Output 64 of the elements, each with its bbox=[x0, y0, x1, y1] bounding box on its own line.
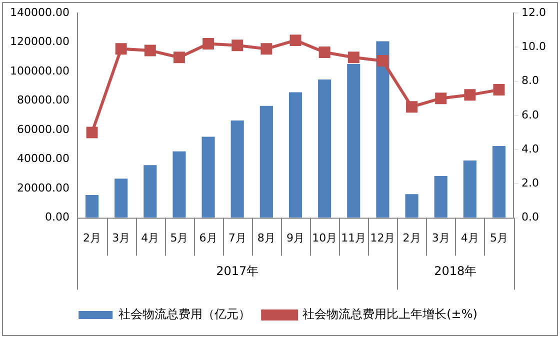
y-tick-label: 100000.00 bbox=[10, 64, 70, 78]
x-tick-label: 5月 bbox=[490, 231, 508, 244]
point bbox=[232, 40, 244, 52]
x-tick-label: 8月 bbox=[257, 231, 276, 244]
x-tick-label: 4月 bbox=[460, 231, 479, 244]
x-tick-label: 2月 bbox=[402, 231, 421, 244]
bar bbox=[172, 151, 186, 218]
point bbox=[173, 52, 185, 64]
bar bbox=[230, 120, 244, 218]
point bbox=[406, 101, 418, 113]
bar bbox=[85, 194, 99, 218]
legend-label: 社会物流总费用（亿元） bbox=[118, 307, 251, 322]
y-tick-label: 120000.00 bbox=[10, 35, 70, 48]
y-tick-label: 140000.00 bbox=[10, 6, 70, 19]
x-tick-label: 3月 bbox=[112, 231, 130, 244]
y2-tick-label: 2.0 bbox=[522, 176, 540, 190]
bar bbox=[376, 41, 390, 218]
bar bbox=[144, 165, 157, 218]
point bbox=[144, 44, 156, 56]
y-tick-label: 60000.00 bbox=[16, 122, 70, 136]
bar bbox=[288, 92, 302, 218]
point bbox=[260, 43, 272, 55]
bar bbox=[492, 146, 506, 218]
bar bbox=[114, 178, 128, 218]
point bbox=[376, 55, 388, 67]
bar bbox=[405, 194, 418, 218]
x-tick-label: 10月 bbox=[312, 231, 338, 244]
bar bbox=[202, 136, 215, 218]
point bbox=[435, 92, 447, 104]
bar bbox=[318, 80, 332, 218]
x-tick-label: 2月 bbox=[83, 231, 102, 244]
point bbox=[86, 126, 98, 138]
y2-tick-label: 10.0 bbox=[522, 40, 546, 53]
point bbox=[318, 46, 330, 58]
y2-tick-label: 6.0 bbox=[522, 108, 540, 122]
x-tick-label: 12月 bbox=[370, 231, 396, 244]
legend-label: 社会物流总费用比上年增长(±%) bbox=[302, 307, 478, 322]
bar bbox=[347, 64, 360, 218]
text: 2018年 bbox=[434, 264, 477, 278]
y-tick-label: 80000.00 bbox=[16, 94, 70, 107]
y-tick-label: 20000.00 bbox=[16, 181, 70, 194]
x-tick-label: 11月 bbox=[341, 231, 366, 244]
point bbox=[290, 34, 302, 46]
y-tick-label: 0.00 bbox=[44, 210, 70, 224]
point bbox=[348, 52, 360, 64]
x-tick-label: 3月 bbox=[432, 231, 450, 244]
bar bbox=[463, 160, 476, 218]
y2-tick-label: 12.0 bbox=[522, 6, 546, 19]
y2-tick-label: 4.0 bbox=[522, 142, 540, 156]
point bbox=[493, 84, 505, 96]
text: 2017年 bbox=[216, 264, 259, 278]
point bbox=[115, 43, 127, 55]
x-tick-label: 6月 bbox=[199, 231, 218, 244]
y2-tick-label: 8.0 bbox=[522, 74, 540, 88]
point bbox=[464, 89, 476, 101]
point bbox=[202, 38, 214, 50]
x-tick-label: 4月 bbox=[141, 231, 160, 244]
x-tick-label: 5月 bbox=[170, 231, 188, 244]
bar bbox=[434, 176, 448, 218]
y-tick-label: 40000.00 bbox=[16, 152, 70, 166]
bar bbox=[260, 106, 273, 218]
x-tick-label: 9月 bbox=[286, 231, 304, 244]
x-tick-label: 7月 bbox=[228, 231, 246, 244]
y2-tick-label: 0.0 bbox=[522, 210, 540, 224]
